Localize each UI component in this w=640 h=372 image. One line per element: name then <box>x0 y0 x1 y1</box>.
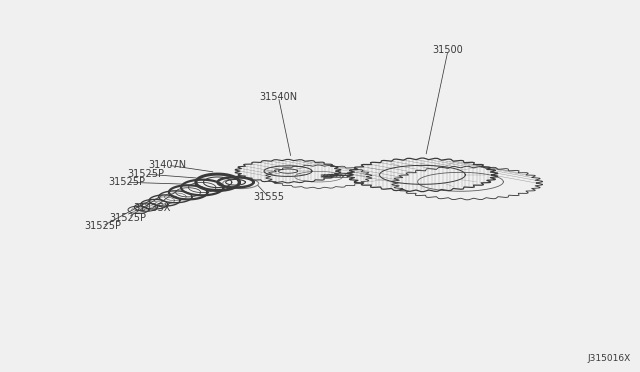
Text: 31525P: 31525P <box>84 221 121 231</box>
Text: 31525P: 31525P <box>109 213 147 222</box>
Text: 31555: 31555 <box>253 192 284 202</box>
Text: 31500: 31500 <box>433 45 463 55</box>
Text: 31407N: 31407N <box>148 160 187 170</box>
Text: 31540N: 31540N <box>259 92 298 102</box>
Text: 31525P: 31525P <box>108 177 145 187</box>
Text: 31525P: 31525P <box>127 169 164 179</box>
Text: 31435X: 31435X <box>134 203 171 213</box>
Text: J315016X: J315016X <box>587 354 630 363</box>
